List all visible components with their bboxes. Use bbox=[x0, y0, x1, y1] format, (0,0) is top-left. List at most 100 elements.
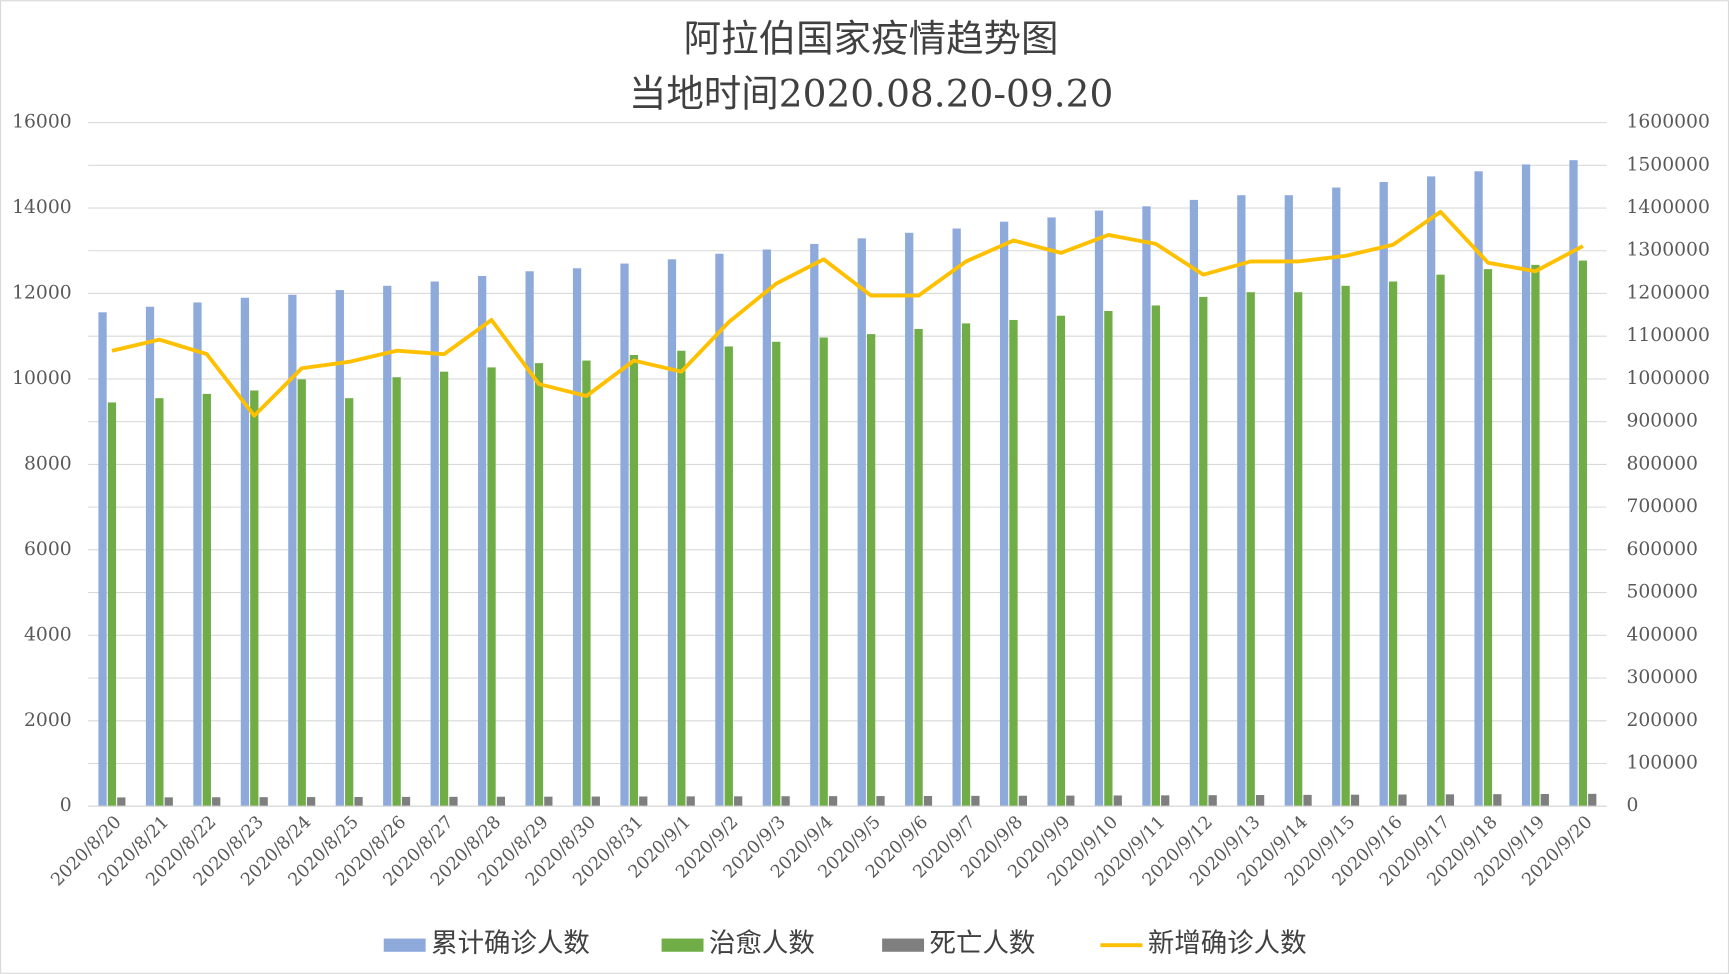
bar bbox=[734, 796, 743, 807]
y-tick-label: 0 bbox=[60, 795, 72, 816]
bar bbox=[1094, 210, 1104, 807]
bar bbox=[572, 268, 582, 807]
y2-tick-label: 300000 bbox=[1626, 667, 1698, 688]
bar bbox=[857, 238, 866, 807]
y-tick-label: 12000 bbox=[12, 282, 72, 303]
bar bbox=[1427, 176, 1436, 807]
bar bbox=[876, 796, 885, 807]
bar bbox=[354, 796, 363, 807]
y-tick-label: 6000 bbox=[24, 539, 72, 560]
legend-label: 累计确诊人数 bbox=[431, 928, 590, 959]
bar bbox=[401, 796, 411, 807]
bar bbox=[1284, 195, 1293, 807]
bar bbox=[1237, 195, 1246, 807]
y2-tick-label: 1200000 bbox=[1626, 282, 1709, 303]
bar bbox=[999, 221, 1009, 807]
bar bbox=[1483, 269, 1493, 807]
line bbox=[111, 209, 1584, 418]
bar bbox=[923, 795, 933, 807]
y2-tick-label: 700000 bbox=[1626, 496, 1698, 517]
chart-subtitle: 当地时间2020.08.20-09.20 bbox=[629, 72, 1114, 116]
bar bbox=[810, 243, 819, 807]
bar bbox=[1199, 296, 1208, 807]
y-tick-label: 10000 bbox=[12, 368, 72, 389]
bar bbox=[1445, 794, 1455, 807]
bar bbox=[1398, 794, 1407, 807]
bar bbox=[762, 249, 771, 807]
y2-tick-label: 600000 bbox=[1626, 539, 1698, 560]
bar bbox=[1521, 164, 1531, 807]
bar bbox=[525, 271, 534, 807]
bar bbox=[1066, 795, 1075, 807]
bar bbox=[866, 334, 876, 807]
bar bbox=[117, 797, 126, 807]
bar bbox=[781, 796, 790, 807]
bar bbox=[952, 228, 961, 807]
bar bbox=[1493, 794, 1502, 807]
bar bbox=[534, 363, 544, 807]
bar bbox=[297, 379, 306, 807]
bar bbox=[1540, 794, 1549, 807]
bar bbox=[145, 306, 155, 807]
y-tick-label: 16000 bbox=[12, 112, 72, 133]
bar bbox=[335, 290, 344, 807]
y2-tick-label: 1100000 bbox=[1626, 325, 1709, 346]
bar bbox=[914, 328, 923, 807]
bar bbox=[686, 796, 695, 807]
bar bbox=[1255, 795, 1265, 807]
bar bbox=[1588, 793, 1597, 807]
y-tick-label: 14000 bbox=[12, 197, 72, 218]
bar bbox=[620, 263, 629, 807]
bar bbox=[430, 281, 439, 807]
bar bbox=[961, 323, 971, 807]
y2-tick-label: 400000 bbox=[1626, 624, 1698, 645]
bar bbox=[288, 294, 297, 807]
bar bbox=[478, 275, 487, 807]
bar bbox=[1113, 795, 1122, 807]
bar bbox=[306, 797, 316, 807]
bar bbox=[1056, 315, 1066, 807]
y2-tick-label: 200000 bbox=[1626, 710, 1698, 731]
bar bbox=[1208, 795, 1217, 807]
bar bbox=[629, 355, 639, 807]
bar bbox=[1294, 292, 1303, 807]
bar bbox=[496, 796, 506, 807]
y-tick-label: 4000 bbox=[24, 624, 72, 645]
bar bbox=[240, 297, 250, 807]
bar bbox=[1332, 187, 1341, 807]
y2-tick-label: 1000000 bbox=[1626, 368, 1709, 389]
y2-tick-label: 900000 bbox=[1626, 411, 1698, 432]
y2-tick-label: 0 bbox=[1626, 795, 1638, 816]
bar bbox=[1189, 199, 1199, 807]
bar bbox=[667, 259, 677, 807]
bar bbox=[1161, 795, 1170, 807]
bar bbox=[582, 360, 591, 807]
y2-tick-label: 100000 bbox=[1626, 752, 1698, 773]
bar bbox=[155, 398, 164, 807]
legend-label: 新增确诊人数 bbox=[1148, 928, 1307, 959]
bar bbox=[1303, 794, 1312, 807]
y-tick-label: 2000 bbox=[24, 710, 72, 731]
bar bbox=[1436, 274, 1445, 807]
bar bbox=[1379, 181, 1388, 807]
bar bbox=[772, 341, 781, 807]
bar bbox=[677, 350, 686, 807]
legend-label: 治愈人数 bbox=[709, 928, 815, 959]
bar bbox=[487, 367, 496, 807]
y2-tick-label: 1500000 bbox=[1626, 154, 1709, 175]
bar bbox=[639, 796, 648, 807]
bar bbox=[1578, 260, 1588, 807]
bar bbox=[1388, 281, 1398, 807]
bar bbox=[439, 371, 449, 807]
y2-tick-label: 800000 bbox=[1626, 453, 1698, 474]
y-tick-label: 8000 bbox=[24, 453, 72, 474]
bar bbox=[1474, 171, 1483, 807]
bar bbox=[107, 402, 117, 807]
y2-tick-label: 1600000 bbox=[1626, 112, 1709, 133]
bar bbox=[591, 796, 600, 807]
y2-tick-label: 1300000 bbox=[1626, 240, 1709, 261]
y2-tick-label: 1400000 bbox=[1626, 197, 1709, 218]
bar bbox=[250, 390, 259, 807]
bar bbox=[819, 337, 828, 807]
bar bbox=[193, 302, 202, 807]
